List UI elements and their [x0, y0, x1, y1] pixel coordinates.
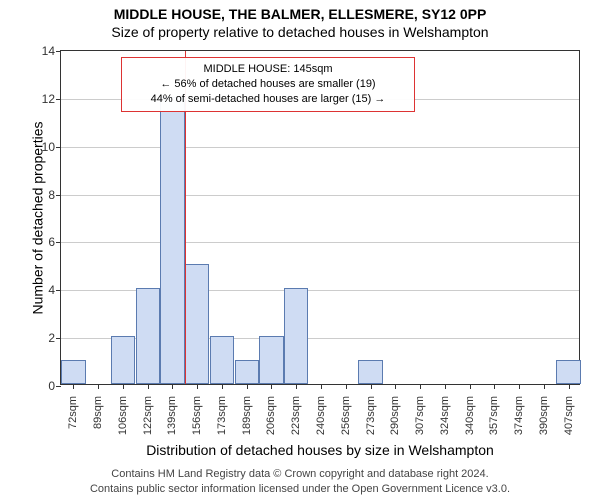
histogram-bar: [111, 336, 135, 384]
histogram-bar: [235, 360, 259, 384]
plot-area: 0246810121472sqm89sqm106sqm122sqm139sqm1…: [60, 50, 580, 385]
x-tick-mark: [371, 384, 372, 389]
x-tick-label: 290sqm: [389, 390, 401, 435]
annotation-line-2: ← 56% of detached houses are smaller (19…: [128, 77, 408, 92]
x-tick-label: 189sqm: [241, 390, 253, 435]
x-axis-label: Distribution of detached houses by size …: [60, 442, 580, 458]
x-tick-label: 173sqm: [216, 390, 228, 435]
x-tick-mark: [544, 384, 545, 389]
x-tick-label: 307sqm: [414, 390, 426, 435]
x-tick-mark: [420, 384, 421, 389]
x-tick-label: 324sqm: [439, 390, 451, 435]
x-tick-mark: [247, 384, 248, 389]
footer-line-2: Contains public sector information licen…: [0, 482, 600, 496]
x-tick-label: 122sqm: [142, 390, 154, 435]
x-tick-mark: [222, 384, 223, 389]
x-tick-mark: [172, 384, 173, 389]
annotation-line-3: 44% of semi-detached houses are larger (…: [128, 92, 408, 107]
footer-attribution: Contains HM Land Registry data © Crown c…: [0, 467, 600, 496]
x-tick-mark: [148, 384, 149, 389]
y-tick-mark: [56, 290, 61, 291]
footer-line-1: Contains HM Land Registry data © Crown c…: [0, 467, 600, 481]
x-tick-label: 340sqm: [464, 390, 476, 435]
y-tick-mark: [56, 195, 61, 196]
x-tick-mark: [271, 384, 272, 389]
x-tick-mark: [470, 384, 471, 389]
x-tick-label: 223sqm: [290, 390, 302, 435]
x-tick-label: 206sqm: [265, 390, 277, 435]
x-tick-label: 240sqm: [315, 390, 327, 435]
x-tick-label: 357sqm: [488, 390, 500, 435]
histogram-bar: [210, 336, 234, 384]
x-tick-mark: [445, 384, 446, 389]
x-tick-mark: [519, 384, 520, 389]
x-tick-mark: [346, 384, 347, 389]
grid-line: [61, 242, 579, 243]
x-tick-mark: [296, 384, 297, 389]
y-tick-mark: [56, 338, 61, 339]
x-tick-mark: [321, 384, 322, 389]
grid-line: [61, 195, 579, 196]
chart-container: MIDDLE HOUSE, THE BALMER, ELLESMERE, SY1…: [0, 0, 600, 500]
y-tick-mark: [56, 51, 61, 52]
x-tick-label: 89sqm: [92, 390, 104, 429]
histogram-bar: [284, 288, 308, 384]
x-tick-mark: [123, 384, 124, 389]
annotation-box: MIDDLE HOUSE: 145sqm← 56% of detached ho…: [121, 57, 415, 112]
histogram-bar: [185, 264, 209, 384]
x-tick-label: 407sqm: [563, 390, 575, 435]
x-tick-mark: [73, 384, 74, 389]
histogram-bar: [556, 360, 580, 384]
chart-title-sub: Size of property relative to detached ho…: [0, 24, 600, 40]
x-tick-label: 390sqm: [538, 390, 550, 435]
x-tick-label: 374sqm: [513, 390, 525, 435]
histogram-bar: [160, 97, 184, 384]
y-axis-label: Number of detached properties: [30, 51, 46, 386]
y-tick-mark: [56, 242, 61, 243]
x-tick-label: 72sqm: [67, 390, 79, 429]
x-tick-mark: [569, 384, 570, 389]
histogram-bar: [259, 336, 283, 384]
y-tick-mark: [56, 386, 61, 387]
x-tick-label: 156sqm: [191, 390, 203, 435]
grid-line: [61, 147, 579, 148]
chart-title-main: MIDDLE HOUSE, THE BALMER, ELLESMERE, SY1…: [0, 6, 600, 22]
x-tick-label: 106sqm: [117, 390, 129, 435]
annotation-line-1: MIDDLE HOUSE: 145sqm: [128, 62, 408, 77]
x-tick-mark: [98, 384, 99, 389]
x-tick-label: 256sqm: [340, 390, 352, 435]
x-tick-label: 139sqm: [166, 390, 178, 435]
histogram-bar: [61, 360, 85, 384]
y-tick-mark: [56, 99, 61, 100]
x-tick-mark: [197, 384, 198, 389]
x-tick-label: 273sqm: [365, 390, 377, 435]
x-tick-mark: [395, 384, 396, 389]
y-tick-mark: [56, 147, 61, 148]
x-tick-mark: [494, 384, 495, 389]
histogram-bar: [358, 360, 382, 384]
histogram-bar: [136, 288, 160, 384]
